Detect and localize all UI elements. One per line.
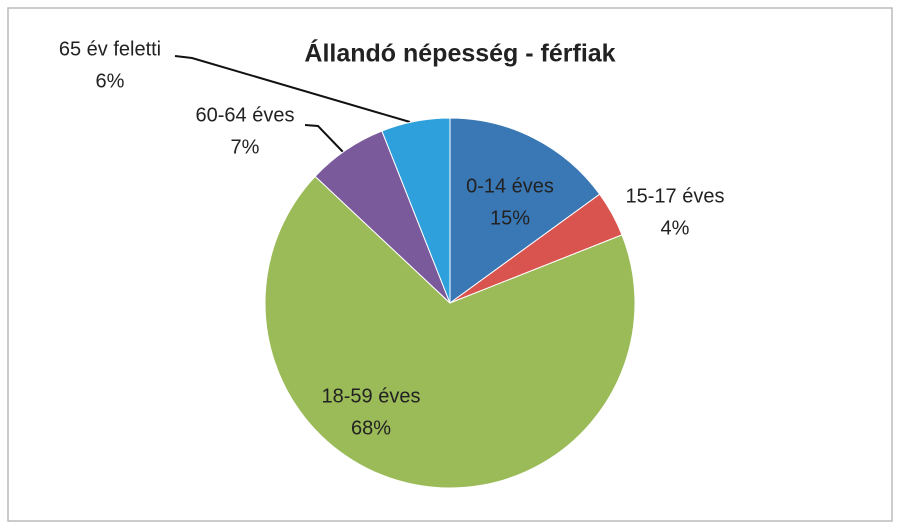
slice-value-label: 7% (231, 136, 260, 158)
pie-slice (264, 175, 636, 489)
slice-value-label: 68% (351, 417, 391, 439)
slice-value-label: 4% (661, 217, 690, 239)
leader-line (304, 124, 344, 153)
pie-slice (449, 117, 601, 304)
slice-value-label: 15% (490, 207, 530, 229)
slice-label: 0-14 éves (466, 175, 554, 197)
chart-title: Állandó népesség - férfiak (304, 39, 615, 68)
slice-label: 60-64 éves (196, 104, 295, 126)
slice-label: 18-59 éves (322, 385, 421, 407)
leader-line (174, 55, 411, 123)
slice-label: 15-17 éves (626, 185, 725, 207)
pie-slice (381, 117, 451, 304)
slice-value-label: 6% (96, 70, 125, 92)
slice-label: 65 év feletti (59, 38, 161, 60)
